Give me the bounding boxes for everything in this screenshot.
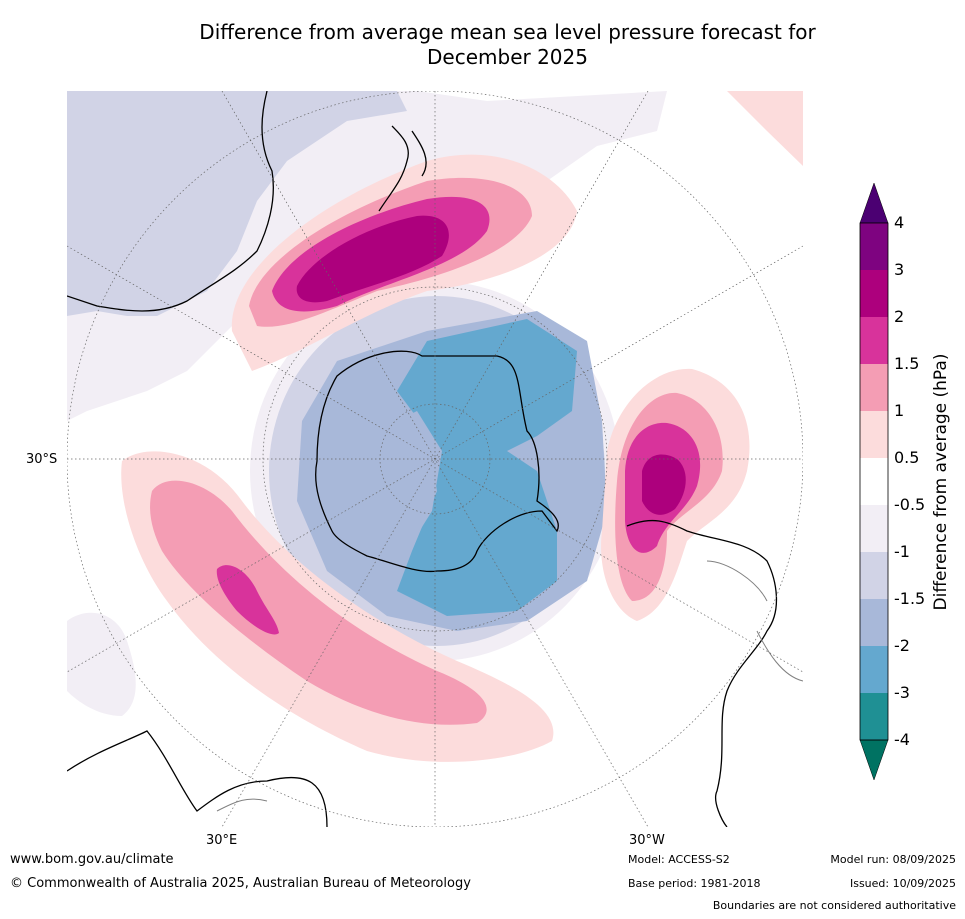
colorbar-tick: -1 bbox=[894, 542, 910, 561]
anomaly-neg-australia-core bbox=[67, 91, 407, 316]
colorbar-segment-n1_05 bbox=[860, 505, 888, 552]
antarctica-coast bbox=[315, 350, 559, 573]
colorbar-tick: -4 bbox=[894, 730, 910, 749]
country-borders bbox=[216, 560, 803, 812]
title-line-2: December 2025 bbox=[427, 45, 588, 69]
colorbar-segment-n3_2 bbox=[860, 646, 888, 693]
colorbar-title: Difference from average (hPa) bbox=[931, 353, 951, 611]
colorbar-tick: -2 bbox=[894, 636, 910, 655]
colorbar-tick: -1.5 bbox=[894, 589, 926, 608]
colorbar-tick: 4 bbox=[894, 213, 905, 232]
colorbar-segment-gt4 bbox=[859, 182, 889, 224]
colorbar-segment-n15_1 bbox=[860, 552, 888, 599]
lon-label-30w: 30°W bbox=[629, 833, 665, 848]
colorbar-segment-c2_3 bbox=[860, 270, 888, 317]
colorbar-tick: 1 bbox=[894, 401, 905, 420]
south-america-coast bbox=[626, 519, 778, 827]
colorbar bbox=[858, 182, 890, 781]
lon-label-30e: 30°E bbox=[206, 833, 238, 848]
colorbar-segment-c1_15 bbox=[860, 364, 888, 411]
colorbar-tick: -0.5 bbox=[894, 495, 926, 514]
colorbar-segment-n4_3 bbox=[860, 693, 888, 740]
footer-disclaimer: Boundaries are not considered authoritat… bbox=[712, 899, 956, 912]
anomaly-pos-northeast bbox=[727, 91, 803, 166]
colorbar-segment-lt4 bbox=[859, 739, 889, 781]
colorbar-segment-neutral bbox=[860, 458, 888, 505]
title-line-1: Difference from average mean sea level p… bbox=[199, 20, 816, 44]
graticule bbox=[67, 91, 803, 827]
lat-label-30s: 30°S bbox=[26, 452, 58, 467]
anomaly-pos-indian-lv2 bbox=[150, 480, 487, 725]
footer-copyright: © Commonwealth of Australia 2025, Austra… bbox=[10, 876, 471, 891]
australia-coast bbox=[67, 91, 274, 312]
footer-issued: Issued: 10/09/2025 bbox=[849, 877, 956, 890]
colorbar-segment-n2_15 bbox=[860, 599, 888, 646]
colorbar-tick: 2 bbox=[894, 307, 905, 326]
footer-url[interactable]: www.bom.gov.au/climate bbox=[10, 852, 174, 867]
colorbar-tick: 0.5 bbox=[894, 448, 920, 467]
footer-model-run: Model run: 08/09/2025 bbox=[830, 853, 956, 866]
map-title: Difference from average mean sea level p… bbox=[120, 20, 895, 70]
new-zealand bbox=[378, 125, 427, 212]
footer-model: Model: ACCESS-S2 bbox=[628, 853, 730, 866]
anomaly-antarctic-core bbox=[397, 319, 577, 616]
colorbar-tick: -3 bbox=[894, 683, 910, 702]
colorbar-segment-c3_4 bbox=[860, 223, 888, 270]
africa-coast bbox=[67, 730, 328, 827]
anomaly-pos-samerica-lv4 bbox=[642, 454, 686, 515]
anomaly-pos-nz-lv4 bbox=[296, 215, 449, 303]
pressure-anomaly-map bbox=[67, 91, 803, 827]
colorbar-tick: 1.5 bbox=[894, 354, 920, 373]
anomaly-pos-indian-lv3 bbox=[216, 565, 279, 635]
colorbar-tick: 3 bbox=[894, 260, 905, 279]
anomaly-neg-southwest bbox=[67, 612, 136, 716]
footer-base-period: Base period: 1981-2018 bbox=[628, 877, 761, 890]
colorbar-segment-c15_2 bbox=[860, 317, 888, 364]
colorbar-segment-c05_1 bbox=[860, 411, 888, 458]
